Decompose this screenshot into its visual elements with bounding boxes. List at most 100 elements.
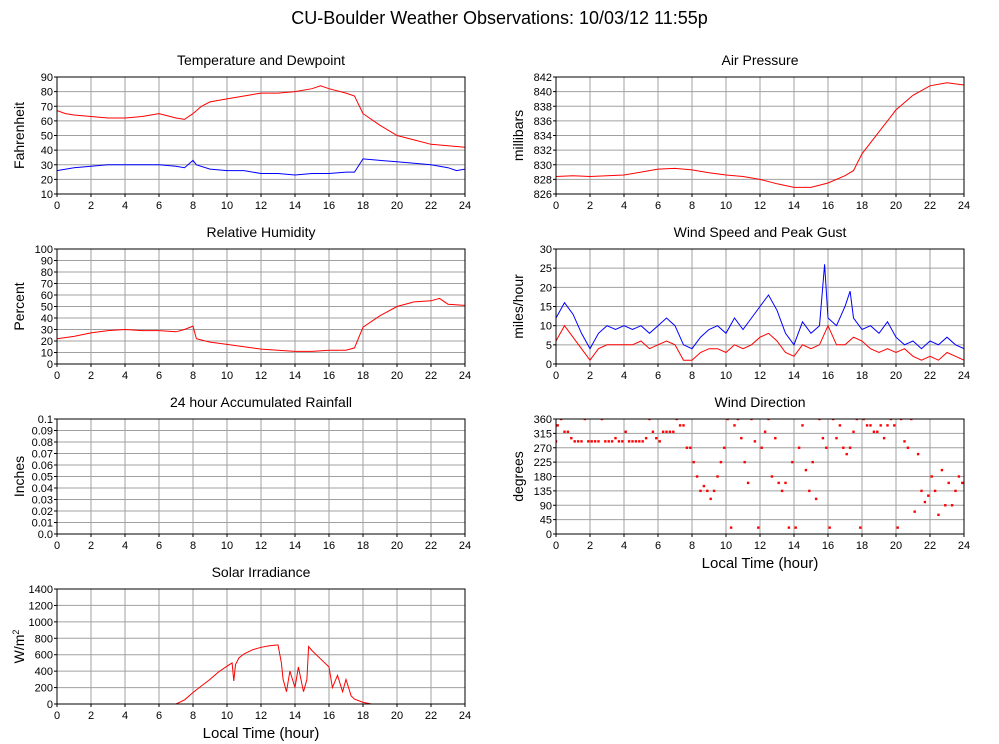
x-tick-label: 2 [587,370,593,382]
x-tick-label: 22 [425,200,437,212]
x-tick-label: 24 [459,200,471,212]
winddir-point [869,424,872,427]
winddir-point [597,440,600,443]
winddir-frame [555,418,965,535]
x-tick-label: 6 [156,200,162,212]
winddir-point [587,440,590,443]
x-tick-label: 6 [655,540,661,552]
y-tick-label: 10 [41,189,53,201]
x-tick-label: 18 [357,540,369,552]
winddir-point [559,419,563,421]
temp-series-line-2 [57,158,465,176]
x-tick-label: 16 [822,200,834,212]
solar-title: Solar Irradiance [212,564,311,580]
x-tick-label: 22 [924,370,936,382]
winddir-point [862,419,865,421]
x-tick-label: 10 [720,370,732,382]
humidity-data [57,297,465,352]
y-tick-label: 830 [534,160,552,172]
winddir-point [886,424,889,427]
rain-title: 24 hour Accumulated Rainfall [170,394,352,410]
humidity-title: Relative Humidity [207,224,316,240]
x-tick-label: 20 [890,200,902,212]
x-tick-label: 12 [255,370,267,382]
x-tick-label: 20 [391,540,403,552]
x-tick-label: 2 [88,370,94,382]
winddir-point [699,489,702,493]
x-tick-label: 4 [621,370,627,382]
winddir-point [624,430,627,433]
solar-frame [56,588,466,705]
winddir-point [729,526,733,529]
winddir-point [845,452,848,456]
pressure-title: Air Pressure [721,52,798,68]
y-tick-label: 90 [41,256,53,268]
y-tick-label: 840 [534,87,552,99]
y-tick-label: 0.06 [32,460,53,472]
y-tick-label: 600 [35,650,53,662]
x-tick-label: 0 [54,540,60,552]
winddir-point [828,526,831,529]
y-tick-label: 40 [41,145,53,157]
winddir-point [695,475,699,478]
humidity-series-line-1 [57,297,465,352]
winddir-point [903,440,906,443]
winddir-point [600,419,604,421]
winddir-point [930,475,933,478]
y-tick-label: 30 [540,244,552,256]
x-tick-label: 14 [788,540,800,552]
x-tick-label: 14 [289,710,301,722]
winddir-point [801,424,804,427]
x-tick-label: 8 [190,200,196,212]
x-tick-label: 22 [425,370,437,382]
y-tick-label: 0.08 [32,437,53,449]
winddir-point [767,419,770,421]
wind-series-line-1 [556,264,964,350]
pressure-data [556,82,964,188]
winddir-point [842,446,845,449]
y-tick-label: 135 [534,486,552,498]
winddir-point [821,436,825,440]
winddir-point [617,440,621,443]
x-tick-label: 12 [754,370,766,382]
y-tick-label: 30 [41,325,53,337]
x-tick-label: 12 [754,200,766,212]
y-tick-label: 70 [41,279,53,291]
winddir-point [882,436,886,440]
y-tick-label: 50 [41,131,53,143]
wind-data [556,264,964,362]
temp-data [57,85,465,176]
winddir-title: Wind Direction [714,394,805,410]
winddir-xlabel: Local Time (hour) [702,555,819,572]
x-tick-label: 20 [391,370,403,382]
y-tick-label: 828 [534,174,552,186]
y-tick-label: 0.04 [32,483,53,495]
winddir-point [896,526,899,529]
winddir-point [787,526,791,529]
y-tick-label: 200 [35,683,53,695]
x-tick-label: 16 [323,200,335,212]
y-tick-label: 70 [41,101,53,113]
temp-frame [56,76,466,195]
x-tick-label: 24 [958,540,970,552]
winddir-point [859,526,862,529]
winddir-point [774,436,777,440]
winddir-point [848,446,852,449]
winddir-point [658,440,661,443]
x-tick-label: 24 [459,540,471,552]
y-tick-label: 90 [41,72,53,84]
winddir-point [675,419,678,421]
solar-ylabel-superscript: 2 [11,630,21,635]
y-tick-label: 10 [41,348,53,360]
x-tick-label: 6 [156,540,162,552]
pressure-frame [555,76,965,195]
winddir-point [563,430,566,433]
winddir-point [638,440,641,443]
y-tick-label: 0.03 [32,495,53,507]
winddir-point [614,436,617,440]
winddir-point [916,452,920,456]
